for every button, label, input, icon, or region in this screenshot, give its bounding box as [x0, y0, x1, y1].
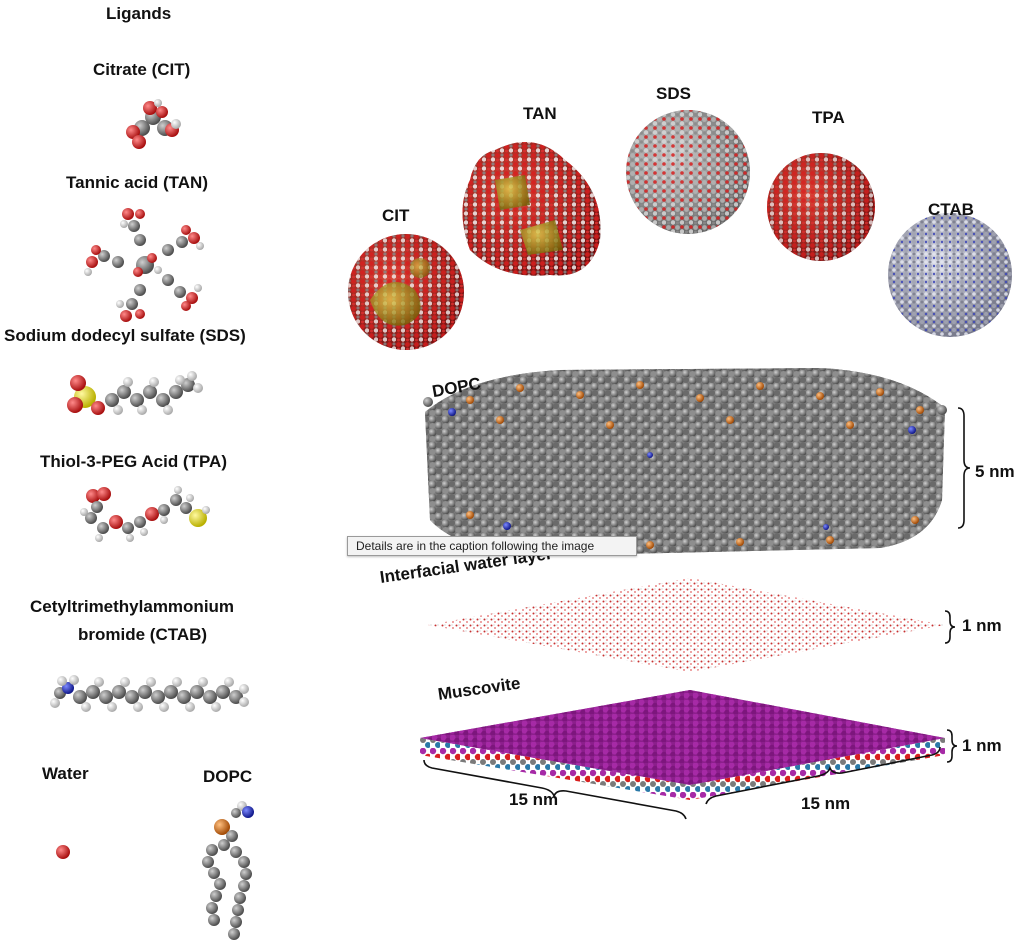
membrane-thickness: 5 nm	[975, 462, 1015, 481]
ligand-label-ctab-line2: bromide (CTAB)	[78, 625, 208, 644]
muscovite-slab	[420, 690, 945, 800]
nanoparticle-tan	[462, 142, 601, 276]
np-label-sds: SDS	[656, 84, 691, 103]
ligand-label-tpa: Thiol-3-PEG Acid (TPA)	[40, 452, 227, 471]
water-label: Water	[42, 764, 89, 783]
sds-molecule	[67, 371, 203, 415]
water-molecule	[56, 845, 70, 859]
nanoparticle-tpa	[767, 153, 875, 261]
width-label-right: 15 nm	[801, 794, 851, 813]
dopc-ligand-label: DOPC	[203, 767, 253, 786]
nanoparticle-sds	[626, 110, 750, 234]
dopc-molecule	[202, 801, 254, 940]
ligand-label-tannic-acid: Tannic acid (TAN)	[66, 173, 208, 192]
np-label-tan: TAN	[523, 104, 557, 123]
water-layer-thickness: 1 nm	[962, 616, 1002, 635]
ctab-molecule	[50, 675, 249, 712]
ligand-label-sds: Sodium dodecyl sulfate (SDS)	[4, 326, 246, 345]
width-label-left: 15 nm	[509, 790, 559, 809]
tpa-molecule	[80, 486, 210, 542]
nanoparticle-ctab	[888, 213, 1012, 337]
ligands-heading: Ligands	[106, 4, 172, 23]
image-tooltip: Details are in the caption following the…	[347, 536, 637, 556]
nanoparticle-cit	[348, 234, 464, 350]
np-label-ctab: CTAB	[928, 200, 974, 219]
citrate-molecule	[126, 99, 181, 149]
dimension-brackets	[423, 407, 971, 820]
np-label-tpa: TPA	[812, 108, 845, 127]
ligand-label-ctab-line1: Cetyltrimethylammonium	[30, 597, 235, 616]
np-label-cit: CIT	[382, 206, 410, 225]
ligand-label-citrate: Citrate (CIT)	[93, 60, 191, 79]
interfacial-water-layer	[428, 578, 945, 672]
tannic-acid-molecule	[84, 208, 204, 322]
muscovite-thickness: 1 nm	[962, 736, 1002, 755]
dopc-membrane	[423, 368, 947, 556]
